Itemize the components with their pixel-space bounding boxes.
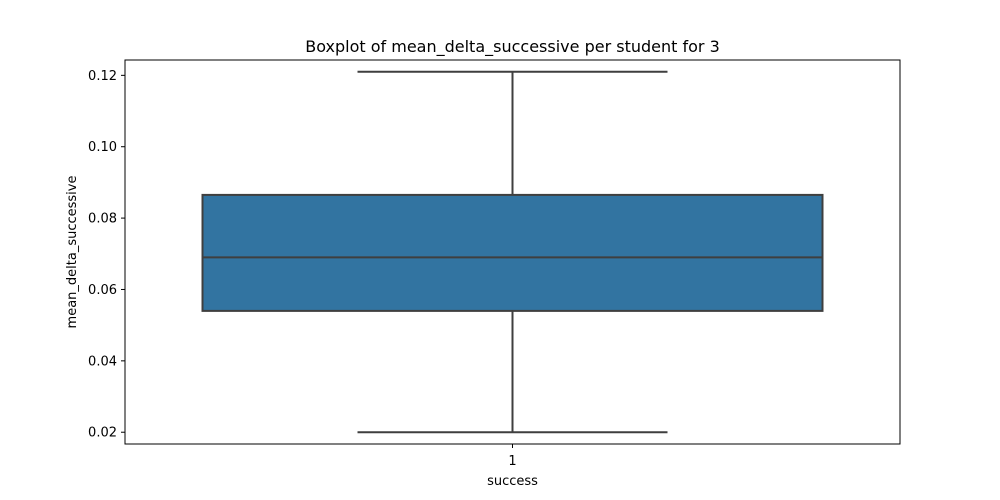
x-axis-ticks: 1 xyxy=(508,444,517,469)
y-tick-label: 0.02 xyxy=(88,426,117,441)
y-tick-label: 0.04 xyxy=(88,354,117,369)
x-axis-label: success xyxy=(487,474,538,489)
y-tick-label: 0.06 xyxy=(88,283,117,298)
y-tick-label: 0.08 xyxy=(88,212,117,227)
boxplot-marks xyxy=(201,70,824,434)
plot-area: 0.02 0.04 0.06 0.08 0.10 0.12 1 xyxy=(88,59,901,469)
y-axis-ticks: 0.02 0.04 0.06 0.08 0.10 0.12 xyxy=(88,69,125,441)
y-tick-label: 0.12 xyxy=(88,69,117,84)
x-tick-label: 1 xyxy=(508,454,516,469)
iqr-box xyxy=(201,193,824,312)
y-tick-label: 0.10 xyxy=(88,140,117,155)
plot-frame xyxy=(124,59,901,445)
y-axis-label: mean_delta_successive xyxy=(65,176,80,329)
chart-title: Boxplot of mean_delta_successive per stu… xyxy=(305,37,720,57)
